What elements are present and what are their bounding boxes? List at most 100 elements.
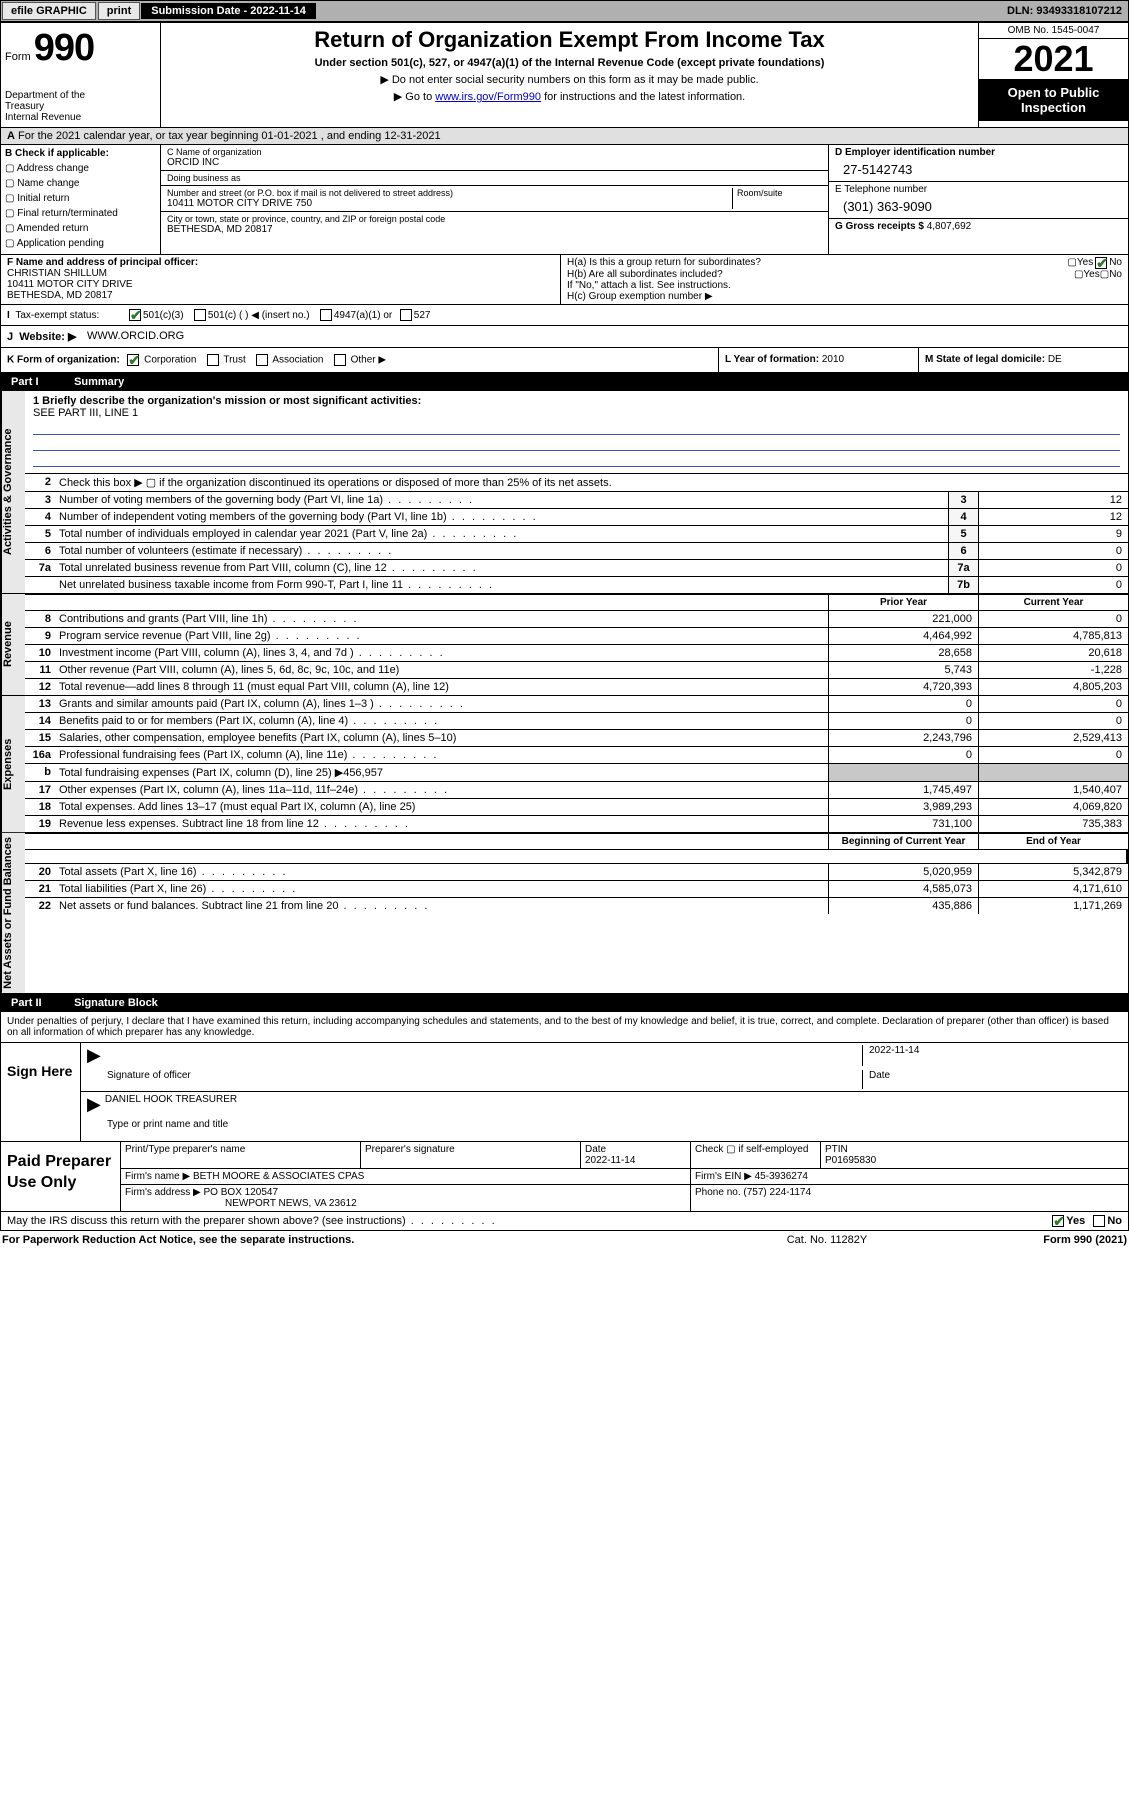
website-value[interactable]: WWW.ORCID.ORG	[87, 330, 184, 343]
signature-date: 2022-11-14	[862, 1045, 1122, 1066]
open-to-public: Open to Public Inspection	[979, 79, 1128, 121]
suite-label: Room/suite	[737, 188, 822, 198]
paperwork-notice: For Paperwork Reduction Act Notice, see …	[2, 1234, 727, 1246]
chk-application-pending[interactable]: ▢ Application pending	[5, 237, 156, 251]
chk-501c3[interactable]	[129, 309, 141, 321]
instructions-link[interactable]: www.irs.gov/Form990	[435, 91, 541, 103]
chk-address-change[interactable]: ▢ Address change	[5, 162, 156, 176]
efile-button[interactable]: efile GRAPHIC	[2, 2, 96, 20]
line-3-value: 12	[978, 492, 1128, 508]
activities-governance-block: Activities & Governance 1 Briefly descri…	[0, 391, 1129, 594]
ha-label: H(a) Is this a group return for subordin…	[567, 257, 1067, 269]
hb-note: If "No," attach a list. See instructions…	[567, 280, 1122, 291]
irs-discuss-row: May the IRS discuss this return with the…	[0, 1212, 1129, 1231]
firm-name: BETH MOORE & ASSOCIATES CPAS	[193, 1171, 364, 1182]
firm-phone: (757) 224-1174	[743, 1187, 811, 1198]
chk-corporation[interactable]	[127, 354, 139, 366]
street-label: Number and street (or P.O. box if mail i…	[167, 188, 732, 198]
form-title: Return of Organization Exempt From Incom…	[167, 27, 972, 53]
part-1-header: Part I Summary	[0, 373, 1129, 391]
officer-name-title: DANIEL HOOK TREASURER	[105, 1094, 1122, 1115]
chk-4947[interactable]	[320, 309, 332, 321]
ein-label: D Employer identification number	[835, 147, 995, 158]
form-id-block: Form 990 Department of theTreasuryIntern…	[1, 23, 161, 127]
gross-receipts-value: 4,807,692	[927, 221, 972, 232]
paid-preparer-block: Paid Preparer Use Only Print/Type prepar…	[0, 1142, 1129, 1212]
irs-discuss-question: May the IRS discuss this return with the…	[7, 1215, 1050, 1227]
city-value: BETHESDA, MD 20817	[167, 224, 822, 235]
perjury-statement: Under penalties of perjury, I declare th…	[0, 1012, 1129, 1043]
form-number: 990	[34, 27, 94, 69]
ha-no-checkbox[interactable]	[1095, 257, 1107, 269]
arrow-icon: ▶	[87, 1045, 101, 1066]
side-label-governance: Activities & Governance	[1, 391, 25, 593]
chk-527[interactable]	[400, 309, 412, 321]
hc-label: H(c) Group exemption number ▶	[567, 291, 1122, 302]
chk-name-change[interactable]: ▢ Name change	[5, 177, 156, 191]
ha-yes[interactable]: ▢Yes	[1067, 257, 1093, 269]
paid-preparer-label: Paid Preparer Use Only	[1, 1142, 121, 1211]
irs-discuss-yes[interactable]	[1052, 1215, 1064, 1227]
form-subtitle: Under section 501(c), 527, or 4947(a)(1)…	[167, 57, 972, 69]
chk-501c[interactable]	[194, 309, 206, 321]
irs-discuss-no[interactable]	[1093, 1215, 1105, 1227]
section-b-label: B Check if applicable:	[5, 148, 109, 159]
chk-amended-return[interactable]: ▢ Amended return	[5, 222, 156, 236]
chk-initial-return[interactable]: ▢ Initial return	[5, 192, 156, 206]
expenses-block: Expenses 13Grants and similar amounts pa…	[0, 696, 1129, 833]
section-b: B Check if applicable: ▢ Address change …	[1, 145, 161, 254]
top-bar: efile GRAPHIC print Submission Date - 20…	[0, 0, 1129, 22]
page-footer: For Paperwork Reduction Act Notice, see …	[0, 1231, 1129, 1249]
chk-final-return[interactable]: ▢ Final return/terminated	[5, 207, 156, 221]
line-5-value: 9	[978, 526, 1128, 542]
form-prefix: Form	[5, 51, 31, 63]
col-boy: Beginning of Current Year	[828, 834, 978, 849]
omb-number: OMB No. 1545-0047	[979, 23, 1128, 39]
prep-date: 2022-11-14	[585, 1155, 635, 1166]
chk-other[interactable]	[334, 354, 346, 366]
chk-association[interactable]	[256, 354, 268, 366]
net-assets-block: Net Assets or Fund Balances Beginning of…	[0, 833, 1129, 994]
gross-receipts-label: G Gross receipts $	[835, 221, 924, 232]
state-domicile: DE	[1048, 354, 1062, 365]
name-title-label: Type or print name and title	[107, 1119, 1122, 1139]
cat-number: Cat. No. 11282Y	[727, 1234, 927, 1246]
section-f-label: F Name and address of principal officer:	[7, 257, 198, 268]
section-f-h: F Name and address of principal officer:…	[0, 255, 1129, 305]
print-button[interactable]: print	[98, 2, 140, 20]
dept-treasury: Department of theTreasuryInternal Revenu…	[5, 90, 156, 123]
side-label-net-assets: Net Assets or Fund Balances	[1, 833, 25, 993]
side-label-expenses: Expenses	[1, 696, 25, 832]
tax-year-line: A For the 2021 calendar year, or tax yea…	[0, 128, 1129, 145]
dba-label: Doing business as	[167, 173, 822, 183]
firm-addr-1: PO BOX 120547	[204, 1187, 279, 1198]
phone-value: (301) 363-9090	[835, 195, 1122, 216]
section-klm: K Form of organization: Corporation Trus…	[0, 348, 1129, 373]
sign-here-block: Sign Here ▶ 2022-11-14 Signature of offi…	[0, 1043, 1129, 1142]
line-4-value: 12	[978, 509, 1128, 525]
section-d: D Employer identification number 27-5142…	[828, 145, 1128, 254]
sig-officer-label: Signature of officer	[107, 1070, 862, 1089]
revenue-block: Revenue Prior YearCurrent Year 8Contribu…	[0, 594, 1129, 696]
chk-trust[interactable]	[207, 354, 219, 366]
side-label-revenue: Revenue	[1, 594, 25, 695]
hb-label: H(b) Are all subordinates included?	[567, 269, 1074, 280]
header-right-block: OMB No. 1545-0047 2021 Open to Public In…	[978, 23, 1128, 127]
entity-info-row: B Check if applicable: ▢ Address change …	[0, 145, 1129, 255]
ein-value: 27-5142743	[835, 158, 1122, 179]
firm-addr-2: NEWPORT NEWS, VA 23612	[225, 1198, 357, 1209]
officer-city: BETHESDA, MD 20817	[7, 290, 113, 301]
ptin-value: P01695830	[825, 1155, 876, 1166]
org-name-label: C Name of organization	[167, 147, 822, 157]
mission-text: SEE PART III, LINE 1	[33, 407, 138, 419]
col-prior-year: Prior Year	[828, 595, 978, 610]
mission-label: 1 Briefly describe the organization's mi…	[33, 395, 421, 407]
sig-date-label: Date	[862, 1070, 1122, 1089]
arrow-icon: ▶	[87, 1094, 101, 1115]
header-title-block: Return of Organization Exempt From Incom…	[161, 23, 978, 127]
org-name: ORCID INC	[167, 157, 822, 168]
dln: DLN: 93493318107212	[1007, 5, 1128, 17]
street-value: 10411 MOTOR CITY DRIVE 750	[167, 198, 732, 209]
form-header: Form 990 Department of theTreasuryIntern…	[0, 22, 1129, 128]
col-current-year: Current Year	[978, 595, 1128, 610]
